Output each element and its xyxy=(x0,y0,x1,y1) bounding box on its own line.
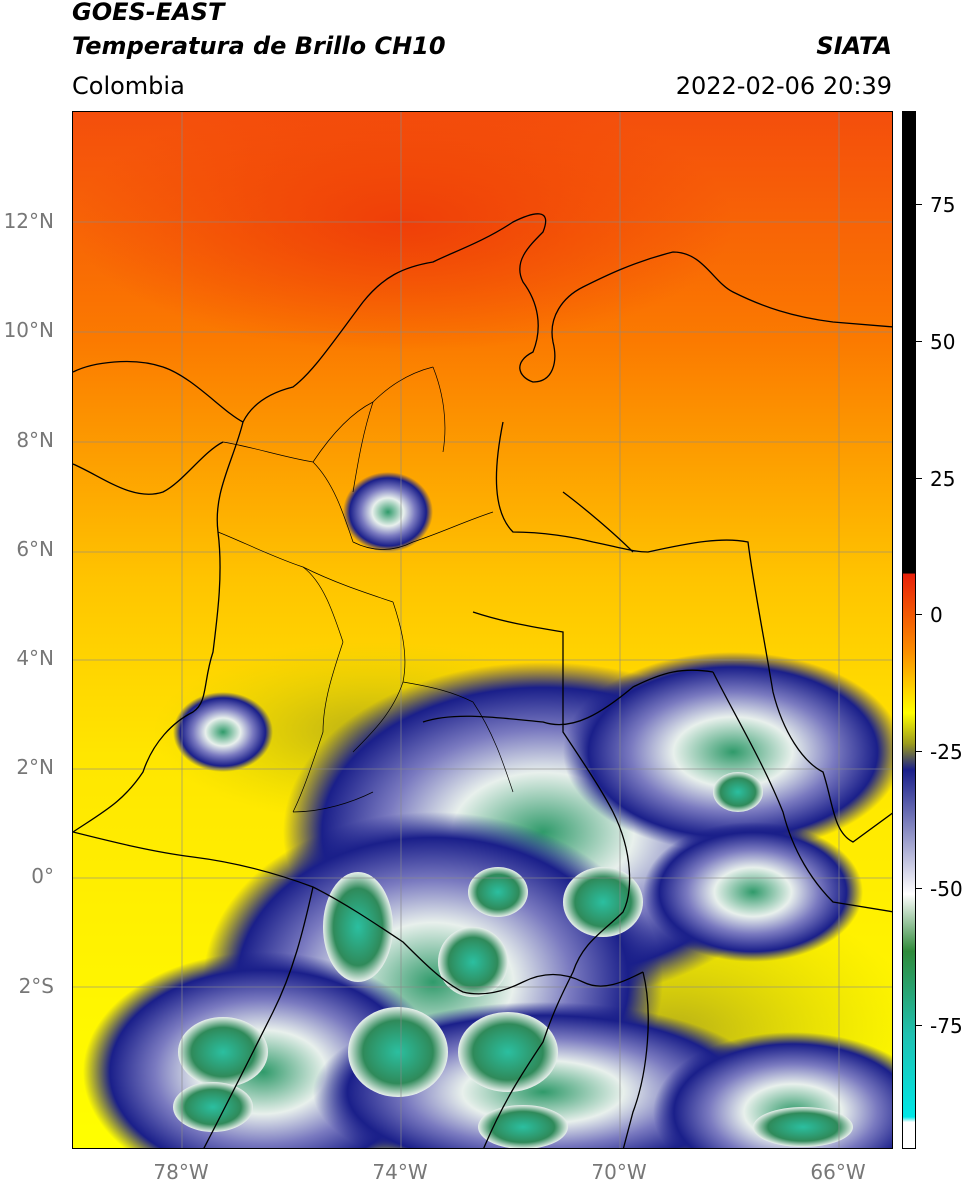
colorbar-tick xyxy=(916,614,922,615)
colorbar-tick xyxy=(916,478,922,479)
map-image xyxy=(73,112,892,1148)
product-title: Temperatura de Brillo CH10 xyxy=(72,32,446,60)
source-label: SIATA xyxy=(816,32,892,60)
colorbar-tick xyxy=(916,751,922,752)
lat-label-10n: 10°N xyxy=(3,318,54,342)
cold-cloud-tops xyxy=(173,772,853,1148)
lat-label-8n: 8°N xyxy=(16,428,54,452)
lat-label-6n: 6°N xyxy=(16,537,54,561)
datetime-label: 2022-02-06 20:39 xyxy=(675,72,892,100)
lat-label-2n: 2°N xyxy=(16,755,54,779)
lon-label-70w: 70°W xyxy=(591,1160,647,1184)
lon-label-66w: 66°W xyxy=(810,1160,866,1184)
colorbar-label-25: 25 xyxy=(930,467,956,491)
colorbar-tick xyxy=(916,341,922,342)
colorbar-tick xyxy=(916,204,922,205)
lat-label-0: 0° xyxy=(31,864,54,888)
colorbar-label-50: 50 xyxy=(930,330,956,354)
satellite-map xyxy=(72,111,893,1149)
colorbar-label-neg25: -25 xyxy=(930,740,963,764)
colorbar-tick xyxy=(916,888,922,889)
lon-label-78w: 78°W xyxy=(153,1160,209,1184)
lat-label-2s: 2°S xyxy=(18,974,54,998)
satellite-title: GOES-EAST xyxy=(72,0,225,26)
graticule xyxy=(73,112,892,1148)
warm-area-caribbean xyxy=(73,112,733,352)
region-label: Colombia xyxy=(72,72,185,100)
lat-label-12n: 12°N xyxy=(3,209,54,233)
department-boundaries xyxy=(217,366,514,813)
lon-label-74w: 74°W xyxy=(372,1160,428,1184)
colorbar-label-0: 0 xyxy=(930,603,943,627)
lat-label-4n: 4°N xyxy=(16,646,54,670)
colorbar-label-neg75: -75 xyxy=(930,1014,963,1038)
colorbar-tick xyxy=(916,1025,922,1026)
colorbar xyxy=(902,111,916,1149)
colorbar-label-neg50: -50 xyxy=(930,877,963,901)
coastlines-borders xyxy=(73,213,892,1148)
colorbar-label-75: 75 xyxy=(930,193,956,217)
